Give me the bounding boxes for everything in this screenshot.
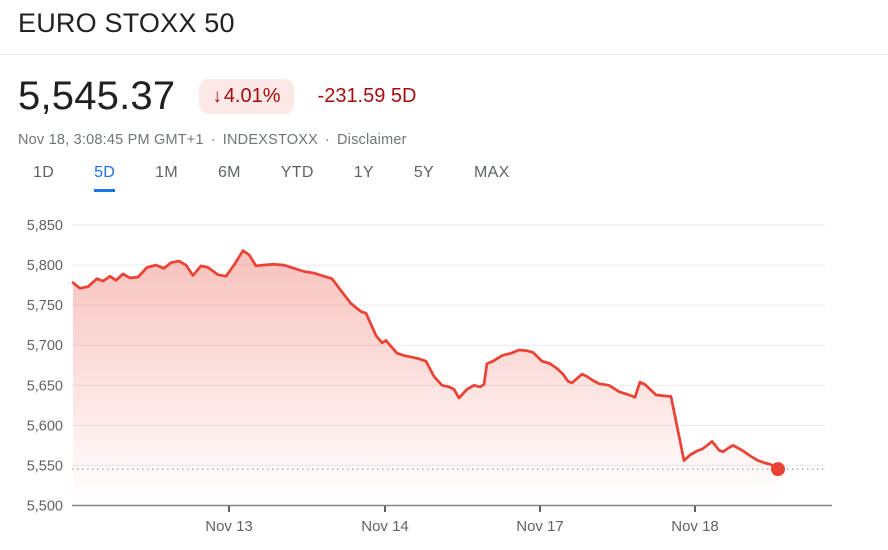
- page-title: EURO STOXX 50: [18, 8, 235, 38]
- y-tick-label: 5,500: [27, 499, 63, 515]
- y-tick-label: 5,650: [27, 378, 63, 394]
- tab-ytd[interactable]: YTD: [280, 164, 314, 181]
- tab-1y[interactable]: 1Y: [353, 164, 374, 181]
- y-tick-label: 5,750: [27, 298, 63, 314]
- y-tick-label: 5,850: [27, 218, 63, 234]
- down-arrow-icon: ↓: [212, 85, 222, 107]
- x-tick-label: Nov 14: [361, 518, 409, 535]
- y-tick-label: 5,800: [27, 258, 63, 274]
- meta-separator: ·: [210, 132, 216, 148]
- x-tick-label: Nov 17: [516, 518, 564, 535]
- y-tick-label: 5,550: [27, 458, 63, 474]
- tab-5d[interactable]: 5D: [94, 164, 116, 192]
- title-divider: [0, 54, 888, 55]
- x-tick-label: Nov 13: [205, 518, 253, 535]
- exchange-name: INDEXSTOXX: [222, 132, 318, 148]
- meta-row: Nov 18, 3:08:45 PM GMT+1 · INDEXSTOXX · …: [18, 132, 407, 148]
- current-price: 5,545.37: [18, 74, 176, 118]
- change-percent-badge: ↓ 4.01%: [199, 79, 294, 114]
- change-percent: 4.01%: [223, 85, 281, 107]
- y-tick-label: 5,700: [27, 338, 63, 354]
- price-line: [71, 249, 780, 471]
- time-range-tabs: 1D 5D 1M 6M YTD 1Y 5Y MAX: [33, 164, 510, 192]
- tab-1m[interactable]: 1M: [155, 164, 178, 181]
- meta-separator: ·: [324, 132, 330, 148]
- tab-5y[interactable]: 5Y: [413, 164, 435, 181]
- y-tick-label: 5,600: [27, 418, 63, 434]
- change-absolute: -231.59 5D: [317, 85, 417, 107]
- tab-max[interactable]: MAX: [474, 164, 510, 181]
- price-row: 5,545.37 ↓ 4.01% -231.59 5D: [18, 74, 417, 119]
- tab-6m[interactable]: 6M: [217, 164, 241, 181]
- last-price-dot: [771, 462, 785, 477]
- quote-timestamp: Nov 18, 3:08:45 PM GMT+1: [18, 132, 204, 148]
- price-area-fill: [73, 250, 778, 506]
- tab-1d[interactable]: 1D: [33, 164, 55, 181]
- x-tick-label: Nov 18: [671, 518, 719, 535]
- disclaimer-link[interactable]: Disclaimer: [337, 132, 407, 148]
